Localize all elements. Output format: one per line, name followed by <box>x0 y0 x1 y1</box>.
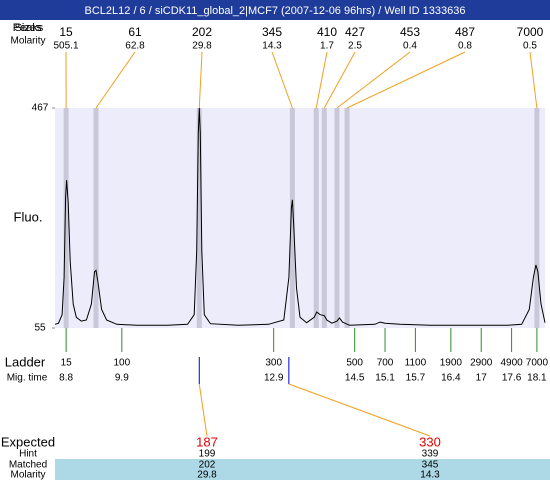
peak-molarity: 2.5 <box>348 41 362 52</box>
ladder-time: 17.6 <box>502 373 522 384</box>
ladder-label: Ladder <box>5 354 46 369</box>
ladder-size: 7000 <box>526 358 549 369</box>
title: BCL2L12 / 6 / siCDK11_global_2|MCF7 (200… <box>85 5 466 17</box>
hint-label: Hint <box>19 449 37 460</box>
peak-size: 15 <box>59 25 73 39</box>
ladder-size: 1900 <box>440 358 463 369</box>
peak-connector <box>95 51 136 109</box>
hint-value: 199 <box>199 449 216 460</box>
expected-connector <box>198 383 208 437</box>
peak-size: 410 <box>317 25 337 39</box>
plot-area <box>55 108 545 328</box>
peak-molarity: 0.5 <box>523 41 537 52</box>
molarity-label: Molarity <box>10 470 45 480</box>
peak-molarity: 505.1 <box>53 41 78 52</box>
y-tick-label: 467 <box>32 103 49 114</box>
y-tick-label: 55 <box>34 323 46 334</box>
ladder-time: 9.9 <box>115 373 129 384</box>
peak-band <box>93 108 99 328</box>
trace <box>54 107 546 326</box>
peak-band <box>321 108 327 328</box>
ladder-time: 15.1 <box>375 373 395 384</box>
matched-value: 345 <box>422 460 439 471</box>
peak-connector <box>315 51 328 109</box>
ladder-size: 100 <box>113 358 130 369</box>
expected-connector <box>288 383 431 437</box>
peak-molarity: 14.3 <box>262 41 282 52</box>
peak-molarity: 1.7 <box>320 41 334 52</box>
peak-size: 427 <box>345 25 365 39</box>
peak-band <box>196 108 202 328</box>
ladder-size: 1100 <box>405 358 427 369</box>
peak-band <box>63 108 69 328</box>
matched-band <box>55 459 550 480</box>
peak-connector <box>346 51 466 109</box>
molarity-header: Molarity <box>10 36 45 47</box>
peak-band <box>534 108 540 328</box>
ladder-time: 15.7 <box>406 373 426 384</box>
molarity-value: 29.8 <box>197 470 217 480</box>
peak-band <box>313 108 319 328</box>
molarity-value: 14.3 <box>420 470 440 480</box>
peak-molarity: 0.4 <box>403 41 417 52</box>
ladder-time: 14.5 <box>345 373 365 384</box>
peak-size: 202 <box>192 25 212 39</box>
peak-molarity: 0.8 <box>458 41 472 52</box>
peak-connector <box>271 51 293 109</box>
ladder-time: 16.4 <box>441 373 461 384</box>
ladder-size: 300 <box>265 358 282 369</box>
peak-connector <box>336 51 411 109</box>
matched-label: Matched <box>9 460 47 471</box>
peaks-header: Peaks <box>13 22 44 34</box>
peak-connector <box>529 51 538 109</box>
peak-size: 345 <box>262 25 282 39</box>
hint-value: 339 <box>422 449 439 460</box>
peak-band <box>289 108 295 328</box>
sizes-header: Sizes <box>15 22 42 34</box>
ladder-time: 8.8 <box>59 373 73 384</box>
ladder-size: 15 <box>61 358 73 369</box>
ladder-time: 17 <box>476 373 488 384</box>
ladder-time: 12.9 <box>264 373 284 384</box>
peak-connector <box>323 51 356 109</box>
peak-molarity: 62.8 <box>125 41 145 52</box>
peak-size: 453 <box>400 25 420 39</box>
peak-connector <box>198 51 203 109</box>
expected-label: Expected <box>1 434 55 449</box>
ladder-size: 2900 <box>470 358 493 369</box>
expected-value: 330 <box>419 434 441 449</box>
expected-value: 187 <box>196 434 218 449</box>
ladder-size: 4900 <box>500 358 523 369</box>
ladder-size: 700 <box>377 358 394 369</box>
ladder-time: 18.1 <box>527 373 547 384</box>
peak-size: 61 <box>128 25 142 39</box>
peak-band <box>334 108 340 328</box>
peak-size: 7000 <box>517 25 544 39</box>
matched-value: 202 <box>199 460 216 471</box>
peak-band <box>344 108 350 328</box>
y-label: Fluo. <box>14 209 43 224</box>
ladder-size: 500 <box>346 358 363 369</box>
title-bar <box>0 0 550 20</box>
time-label: Mig. time <box>7 373 48 384</box>
peak-molarity: 29.8 <box>192 41 212 52</box>
peak-size: 487 <box>455 25 475 39</box>
